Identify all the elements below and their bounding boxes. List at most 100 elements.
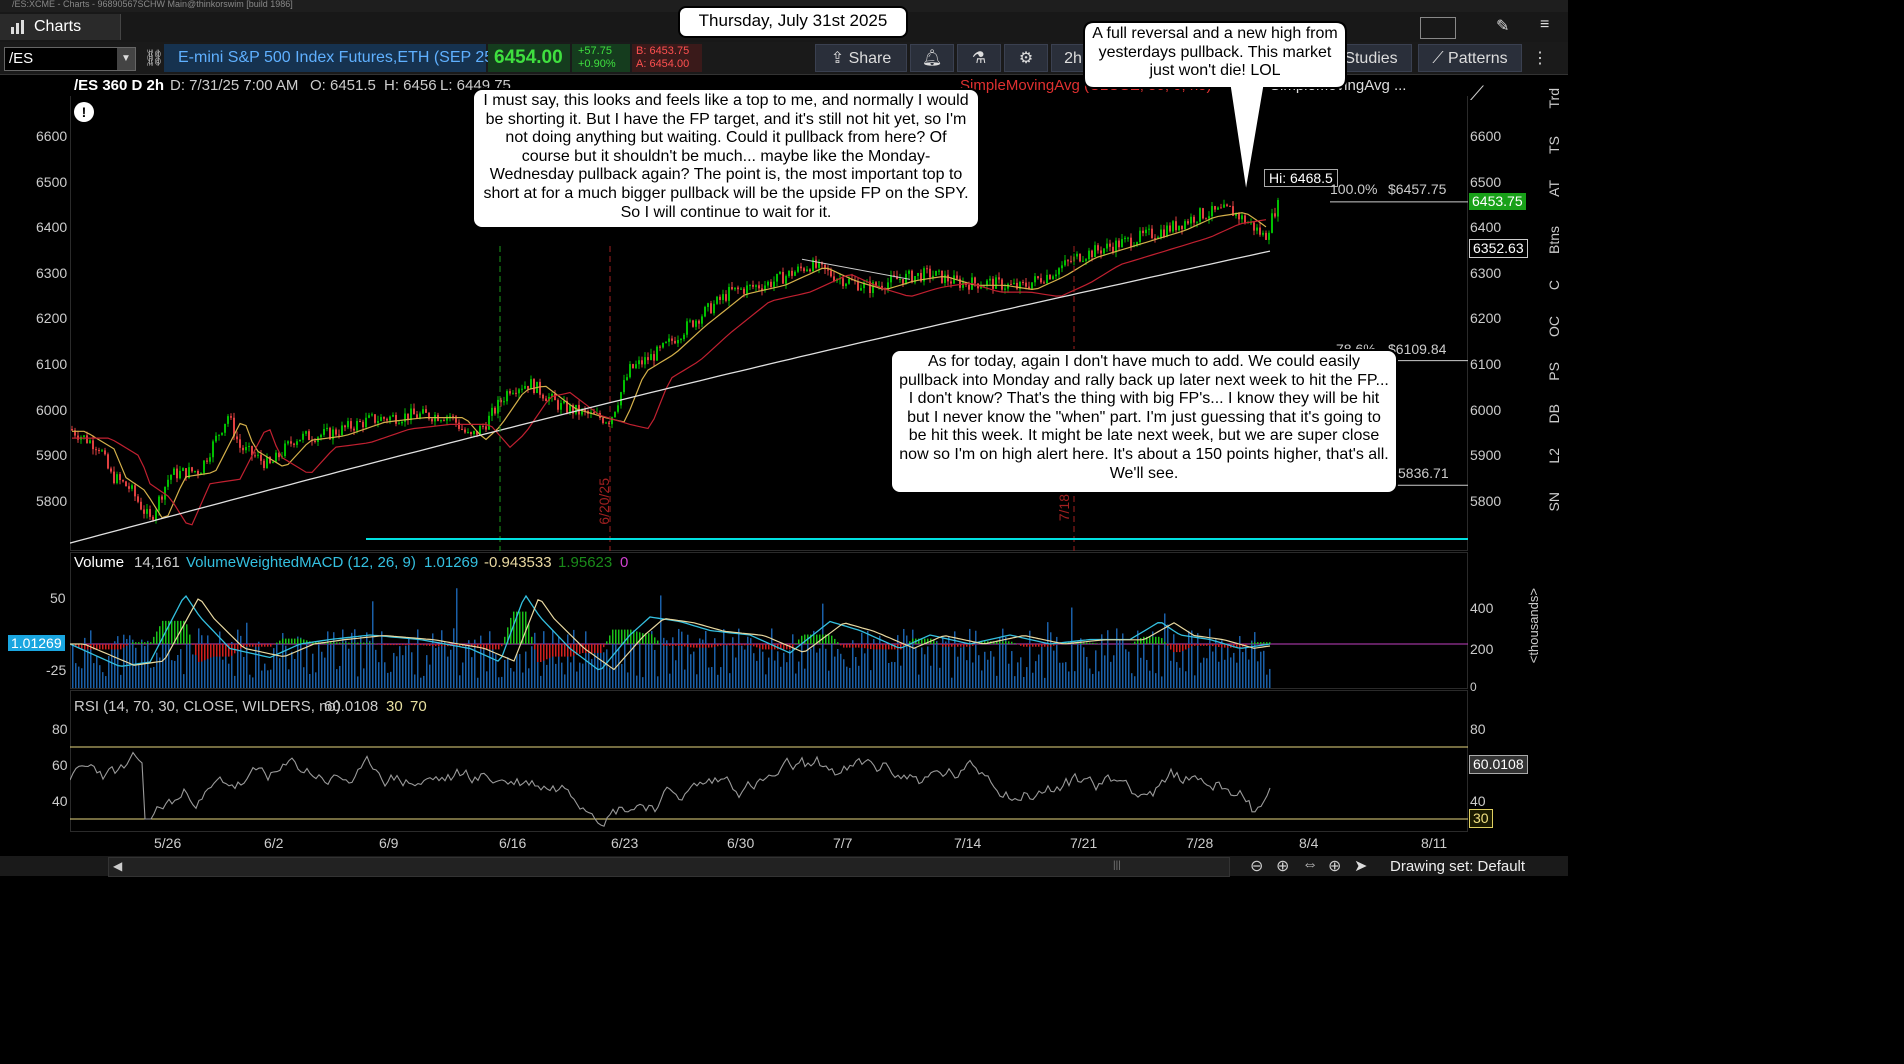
side-tab-ps[interactable]: PS [1546,362,1562,381]
side-tab-oc[interactable]: OC [1546,316,1562,337]
macd-hist-bar [843,644,845,648]
window-layout-button[interactable] [1420,17,1456,39]
volume-bar [246,622,248,688]
candle-body [134,485,136,497]
settings-button[interactable]: ⚙ [1004,44,1048,72]
candle-body [200,473,202,475]
volume-bar [720,667,722,688]
scroll-left-icon[interactable]: ◀ [113,859,123,873]
side-tab-db[interactable]: DB [1546,404,1562,424]
macd-hist-bar [597,644,599,653]
candle-body [995,277,997,289]
drawing-set-label[interactable]: Drawing set: Default [1390,858,1526,875]
candle-body [803,268,805,272]
candle-body [749,284,751,286]
side-tab-at[interactable]: AT [1546,180,1562,197]
candle-body [404,413,406,422]
volume-bar [825,648,827,688]
macd-chart[interactable] [70,574,1468,688]
candle-body [689,320,691,322]
volume-bar [234,675,236,688]
macd-hist-bar [240,644,242,649]
macd-hist-bar [531,636,533,644]
link-icon[interactable]: ⛓ [144,50,165,67]
price-tick-right: 6400 [1470,219,1502,236]
candle-body [629,364,631,378]
macd-hist-bar [444,644,446,647]
studies-label: Studies [1344,50,1398,67]
chevron-down-icon[interactable]: ▼ [117,48,135,70]
macd-hist-bar [981,641,983,644]
side-tab-c[interactable]: C [1546,280,1562,291]
candle-body [1004,288,1006,290]
side-tab-sn[interactable]: SN [1546,492,1562,512]
macd-hist-bar [471,644,473,647]
candle-body [254,455,256,457]
volume-bar [1053,650,1055,688]
candle-body [974,277,976,284]
macd-hist-bar [120,644,122,650]
macd-hist-bar [243,644,245,647]
macd-hist-bar [456,644,458,647]
flask-button[interactable]: ⚗ [957,44,1001,72]
cursor-icon[interactable]: ➤ [1354,858,1368,875]
price-chart[interactable] [70,96,1468,551]
volume-bar [117,636,119,688]
alert-button[interactable]: 🔔︎ [910,44,954,72]
candle-body [302,433,304,440]
macd-hist-bar [969,644,971,647]
more-icon[interactable]: ⋮ [1532,50,1548,67]
macd-hist-bar [885,644,887,650]
candle-body [728,287,730,301]
macd-hist-bar [1032,644,1034,647]
volume-bar [1239,636,1241,688]
zoom-in-icon[interactable]: ⊕ [1276,858,1290,875]
volume-bar [645,640,647,688]
zoom-out-icon[interactable]: ⊖ [1250,858,1264,875]
macd-hist-bar [717,644,719,647]
volume-bar [870,670,872,688]
volume-bar [78,666,80,688]
macd-hist-bar [864,644,866,649]
candle-body [710,303,712,314]
macd-hist-bar [438,644,440,647]
pin-icon[interactable]: ✎ [1496,18,1510,35]
volume-bar [846,666,848,688]
macd-hist-bar [117,644,119,650]
rsi-pane[interactable] [70,690,1468,832]
macd-hist-bar [1227,644,1229,648]
menu-icon[interactable]: ≡ [1540,16,1550,33]
side-tab-trd[interactable]: Trd [1546,88,1562,109]
draw-line-icon[interactable]: ⟋ [1470,83,1484,105]
charts-tab[interactable]: Charts [0,14,121,40]
candle-body [1202,208,1204,219]
rsi-ob-label: 70 [410,698,427,715]
candle-body [1130,237,1132,247]
candle-body [467,432,469,434]
symbol-input[interactable]: /ES ▼ [4,47,136,71]
candle-body [641,360,643,365]
share-button[interactable]: ⇪ Share [815,44,907,72]
side-tab-l2[interactable]: L2 [1546,448,1562,464]
price-tick-left: 6300 [36,264,68,281]
fit-icon[interactable]: ⇔ [1302,856,1318,873]
candle-body [674,340,676,344]
scroll-grip-icon[interactable]: ||| [1113,860,1121,871]
alert-icon[interactable]: ! [74,102,94,122]
volume-bar [663,637,665,688]
macd-hist-bar [672,644,674,646]
time-tick: 8/11 [1421,835,1448,851]
crosshair-icon[interactable]: ⊕ [1328,858,1342,875]
macd-hist-bar [483,644,485,650]
side-tab-btns[interactable]: Btns [1546,226,1562,255]
side-tab-ts[interactable]: TS [1546,136,1562,154]
horizontal-scrollbar[interactable]: ◀ ||| [108,857,1230,877]
candle-body [95,449,97,451]
patterns-button[interactable]: ⟋ Patterns [1418,44,1522,72]
candle-body [956,275,958,279]
volume-bar [315,672,317,688]
candle-body [782,271,784,284]
rsi-chart[interactable] [70,717,1468,831]
volume-bar [768,657,770,688]
instrument-description: E-mini S&P 500 Index Futures,ETH (SEP 25… [178,49,499,66]
